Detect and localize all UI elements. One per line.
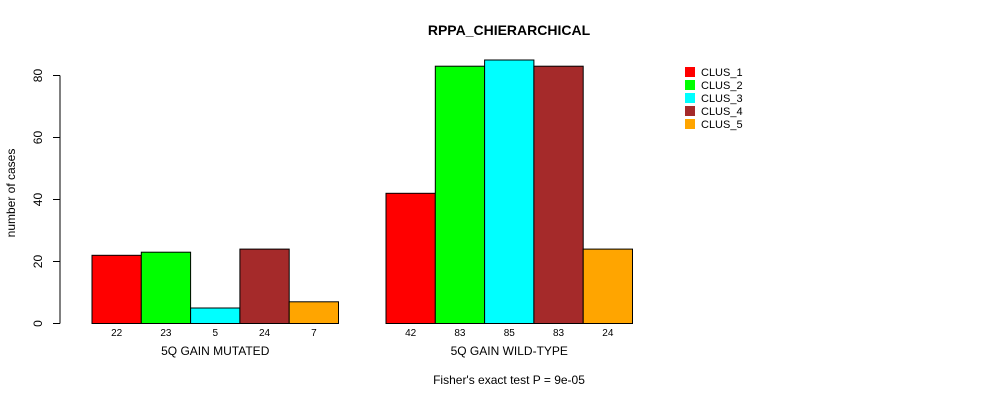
bar-clus_2 (434, 65, 486, 324)
bar-clus_3 (190, 307, 241, 324)
y-tick-label: 80 (31, 69, 45, 83)
bar-count-label: 24 (602, 328, 614, 339)
legend-swatch (685, 67, 695, 77)
bar-clus_1 (91, 254, 142, 324)
bar-count-label: 5 (212, 328, 218, 339)
bar-clus_4 (533, 65, 584, 324)
bar-groups: 22 23 5 24 7 5Q GAIN MUTATED 42 83 85 83 24 5Q GAIN… (91, 59, 634, 358)
legend-label: CLUS_2 (701, 80, 743, 92)
x-category-label: 5Q GAIN MUTATED (161, 344, 270, 358)
x-category-label: 5Q GAIN WILD-TYPE (451, 344, 568, 358)
bar-clus_3 (484, 59, 535, 324)
y-axis-label: number of cases (4, 149, 18, 238)
bar-group: 22 23 5 24 7 5Q GAIN MUTATED (91, 248, 340, 358)
chart-title: RPPA_CHIERARCHICAL (428, 22, 591, 38)
y-tick-label: 0 (31, 320, 45, 327)
bar-clus_2 (140, 251, 192, 324)
footnote-text: Fisher's exact test P = 9e-05 (433, 373, 585, 387)
y-axis: 0 20 40 60 80 (31, 69, 61, 327)
bar-count-label: 85 (504, 328, 516, 339)
bar-count-label: 23 (160, 328, 172, 339)
bar-count-label: 7 (311, 328, 317, 339)
bar-count-label: 22 (111, 328, 123, 339)
bar-group: 42 83 85 83 24 5Q GAIN WILD-TYPE (385, 59, 634, 358)
legend-label: CLUS_5 (701, 119, 743, 131)
legend-swatch (685, 106, 695, 116)
y-tick-label: 20 (31, 255, 45, 269)
legend-swatch (685, 119, 695, 129)
bar-count-label: 42 (405, 328, 417, 339)
legend-label: CLUS_1 (701, 67, 743, 79)
bar-clus_1 (385, 192, 436, 324)
bar-count-label: 83 (454, 328, 466, 339)
y-tick-label: 60 (31, 131, 45, 145)
legend-swatch (685, 80, 695, 90)
bar-count-label: 83 (553, 328, 565, 339)
legend-label: CLUS_4 (701, 106, 743, 118)
bar-clus_4 (239, 248, 290, 325)
bar-count-label: 24 (259, 328, 271, 339)
bar-clus_5 (582, 248, 634, 325)
bar-clus_5 (288, 301, 340, 324)
legend-swatch (685, 93, 695, 103)
y-tick-label: 40 (31, 193, 45, 207)
legend-label: CLUS_3 (701, 93, 743, 105)
